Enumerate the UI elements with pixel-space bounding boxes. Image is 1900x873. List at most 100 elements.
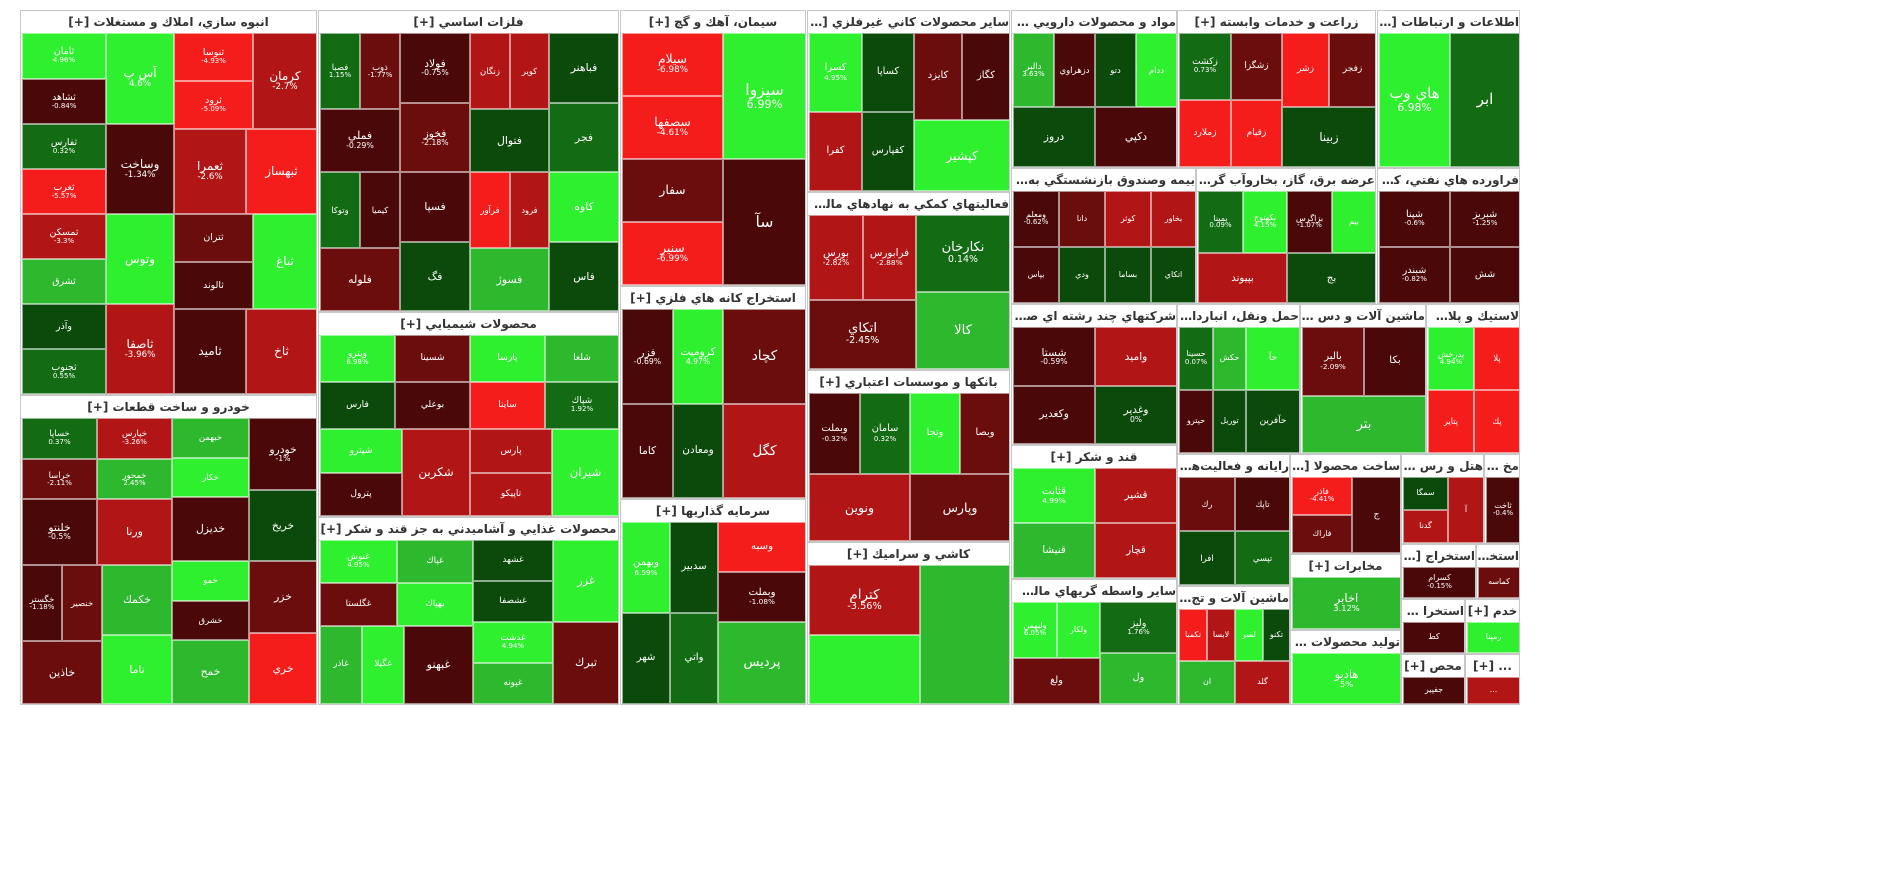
stock-tile[interactable]: فاس [549, 242, 618, 311]
stock-tile[interactable]: اخابر 3.12% [1292, 577, 1400, 629]
stock-tile[interactable]: ثفارس 0.32% [22, 124, 106, 169]
sector-title[interactable]: توليد محصولات [+] [1291, 631, 1400, 654]
stock-tile[interactable]: ناما [102, 635, 172, 704]
stock-tile[interactable]: سيلام -6.98% [622, 33, 723, 96]
stock-tile[interactable]: فباهنر [549, 33, 618, 103]
stock-tile[interactable]: سدبير [670, 522, 718, 613]
stock-tile[interactable]: دالبر 3.63% [1013, 33, 1054, 107]
sector-title[interactable]: استخرا [+] [1477, 545, 1519, 568]
stock-tile[interactable]: سفار [622, 159, 723, 222]
sector-title[interactable]: زراعت و خدمات وابسته [+] [1178, 11, 1375, 34]
stock-tile[interactable]: بج [1287, 253, 1375, 303]
sector-title[interactable]: مخابرات [+] [1291, 555, 1400, 578]
stock-tile[interactable]: بهپاك [397, 583, 473, 626]
stock-tile[interactable]: فخوز -2.18% [400, 103, 470, 172]
stock-tile[interactable]: غاذر [320, 626, 362, 704]
stock-tile[interactable]: شيران [552, 429, 618, 516]
stock-tile[interactable]: اتكاي [1151, 247, 1195, 303]
stock-tile[interactable]: فجر [549, 103, 618, 172]
stock-tile[interactable]: آ [1448, 477, 1483, 543]
stock-tile[interactable]: ثامان 4.96% [22, 33, 106, 79]
stock-tile[interactable]: شكربن [402, 429, 470, 516]
stock-tile[interactable]: قشير [1095, 468, 1176, 523]
stock-tile[interactable]: پتاير [1428, 390, 1474, 453]
stock-tile[interactable]: ورنا [97, 499, 172, 565]
stock-tile[interactable]: زبينا [1282, 107, 1375, 167]
stock-tile[interactable]: حكش [1213, 327, 1246, 390]
stock-tile[interactable]: فسپا [400, 172, 470, 242]
stock-tile[interactable]: ثتران [174, 214, 253, 262]
sector-title[interactable]: ساخت محصولا [+] [1291, 455, 1400, 478]
sector-title[interactable]: استخراج [+] [1402, 545, 1475, 568]
stock-tile[interactable]: فتوال [470, 109, 549, 172]
stock-tile[interactable]: ثبهساز [246, 129, 316, 214]
sector-title[interactable]: استخرا [+] [1402, 600, 1464, 623]
sector-title[interactable]: اطلاعات و ارتباطات [+] [1378, 11, 1519, 34]
stock-tile[interactable]: افرا [1179, 531, 1235, 585]
stock-tile[interactable]: فزر -0.69% [622, 309, 673, 404]
stock-tile[interactable]: تاپيكو [470, 473, 552, 516]
stock-tile[interactable]: حآ [1246, 327, 1299, 390]
stock-tile[interactable]: بساما [1105, 247, 1151, 303]
stock-tile[interactable]: خزر [249, 561, 316, 633]
stock-tile[interactable]: وآذر [22, 304, 106, 349]
stock-tile[interactable]: حسينا 0.07% [1179, 327, 1213, 390]
stock-tile[interactable]: غگيلا [362, 626, 404, 704]
stock-tile[interactable]: زكشت 0.73% [1179, 33, 1231, 100]
stock-tile[interactable]: كاوه [549, 172, 618, 242]
stock-tile[interactable]: غشهد [473, 540, 553, 581]
sector-title[interactable]: محصولات شيميايي [+] [319, 313, 618, 336]
stock-tile[interactable]: بكهنوج 4.15% [1243, 191, 1287, 253]
stock-tile[interactable]: كماسه [1478, 567, 1519, 598]
stock-tile[interactable]: غدشت 4.94% [473, 622, 553, 663]
stock-tile[interactable]: شپنا -0.6% [1379, 191, 1450, 247]
stock-tile[interactable]: خمو [172, 561, 249, 601]
stock-tile[interactable]: غشصفا [473, 581, 553, 622]
stock-tile[interactable]: شهر [622, 613, 670, 704]
stock-tile[interactable]: ثغرب -5.57% [22, 169, 106, 214]
stock-tile[interactable]: ويترو 6.98% [320, 335, 395, 382]
stock-tile[interactable]: غزر [553, 540, 618, 622]
stock-tile[interactable]: ولبهمن 6.05% [1013, 602, 1057, 658]
stock-tile[interactable]: خمحور 2.45% [97, 459, 172, 499]
stock-tile[interactable]: پارسا [470, 335, 545, 382]
stock-tile[interactable]: خكار [172, 458, 249, 497]
stock-tile[interactable]: سامان 0.32% [860, 393, 910, 474]
small-stock-tile[interactable] [809, 635, 920, 704]
stock-tile[interactable]: بيم [1332, 191, 1375, 253]
stock-tile[interactable]: تپسي [1235, 531, 1289, 585]
sector-title[interactable]: حمل ونقل، انبارداري [+] [1178, 305, 1299, 328]
sector-title[interactable]: ماشين آلات و تج [+] [1178, 587, 1289, 610]
stock-tile[interactable]: ثعمرا -2.6% [174, 129, 246, 214]
stock-tile[interactable]: فاذر -4.41% [1292, 477, 1352, 515]
stock-tile[interactable]: فولاد -0.75% [400, 33, 470, 103]
stock-tile[interactable]: كپشير [914, 120, 1009, 191]
stock-tile[interactable]: قثابت 4.99% [1013, 468, 1095, 523]
stock-tile[interactable]: ثاصفا -3.96% [106, 304, 174, 394]
sector-title[interactable]: ... [+] [1466, 655, 1519, 678]
stock-tile[interactable]: تكنو [1263, 609, 1289, 661]
stock-tile[interactable]: وكغدير [1013, 386, 1095, 444]
stock-tile[interactable]: هاي وب 6.98% [1379, 33, 1450, 167]
stock-tile[interactable]: حپترو [1179, 390, 1213, 453]
stock-tile[interactable]: خنصير [62, 565, 102, 641]
stock-tile[interactable]: پارس [470, 429, 552, 473]
stock-tile[interactable]: سصفها -4.61% [622, 96, 723, 159]
stock-tile[interactable]: دروز [1013, 107, 1095, 167]
stock-tile[interactable]: ددام [1136, 33, 1176, 107]
stock-tile[interactable]: بوعلي [395, 382, 470, 429]
sector-title[interactable]: ساير واسطه گريهاي مالي [+] [1012, 580, 1176, 603]
stock-tile[interactable]: واتي [670, 613, 718, 704]
stock-tile[interactable]: كگاز [962, 33, 1009, 120]
sector-title[interactable]: فعاليتهاي كمكي به نهادهاي مالي وا [+] [808, 193, 1009, 216]
sector-title[interactable]: رايانه و فعاليت‌ها [+] [1178, 455, 1289, 478]
stock-tile[interactable]: وسبه [718, 522, 805, 572]
stock-tile[interactable]: ثرود -5.09% [174, 81, 253, 129]
stock-tile[interactable]: توريل [1213, 390, 1246, 453]
stock-tile[interactable]: حآفرين [1246, 390, 1299, 453]
stock-tile[interactable]: كاما [622, 404, 673, 498]
stock-tile[interactable]: گدنا [1403, 510, 1448, 543]
stock-tile[interactable]: بزاگرس -1.07% [1287, 191, 1332, 253]
stock-tile[interactable]: غنوش 4.95% [320, 540, 397, 583]
stock-tile[interactable]: بخاور [1151, 191, 1195, 247]
